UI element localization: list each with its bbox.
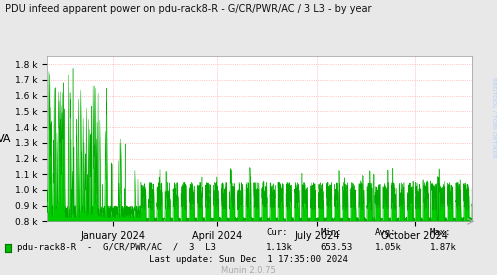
Text: 1.13k: 1.13k <box>266 243 293 252</box>
Text: 1.05k: 1.05k <box>375 243 402 252</box>
Text: Last update: Sun Dec  1 17:35:00 2024: Last update: Sun Dec 1 17:35:00 2024 <box>149 255 348 264</box>
Y-axis label: VA: VA <box>0 134 11 144</box>
Text: Max:: Max: <box>430 228 451 237</box>
Text: 1.87k: 1.87k <box>430 243 457 252</box>
Text: Munin 2.0.75: Munin 2.0.75 <box>221 266 276 274</box>
Text: PDU infeed apparent power on pdu-rack8-R - G/CR/PWR/AC / 3 L3 - by year: PDU infeed apparent power on pdu-rack8-R… <box>5 4 371 14</box>
Text: Avg:: Avg: <box>375 228 397 237</box>
Text: 653.53: 653.53 <box>321 243 353 252</box>
Text: pdu-rack8-R  -  G/CR/PWR/AC  /  3  L3: pdu-rack8-R - G/CR/PWR/AC / 3 L3 <box>17 243 216 252</box>
Text: Min:: Min: <box>321 228 342 237</box>
Text: RRDTOOL / TOBI OETIKER: RRDTOOL / TOBI OETIKER <box>491 77 496 158</box>
Text: Cur:: Cur: <box>266 228 287 237</box>
